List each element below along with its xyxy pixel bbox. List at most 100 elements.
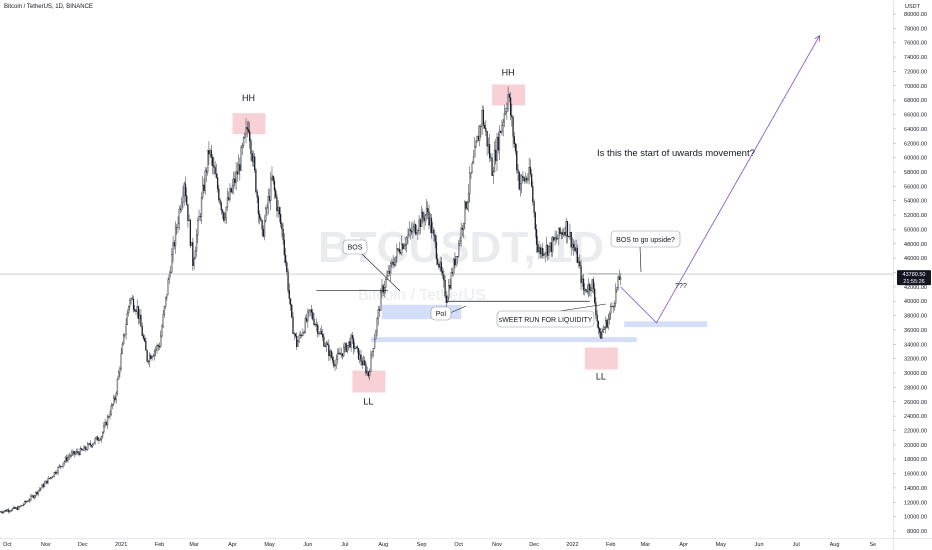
- candle-body: [527, 178, 529, 181]
- candle-body: [618, 276, 621, 280]
- candle-body: [328, 344, 330, 357]
- candle-body: [343, 346, 345, 357]
- candle-body: [83, 446, 85, 451]
- price-tick-label: 70000.00: [904, 84, 927, 90]
- price-tick-label: 8000.00: [907, 529, 927, 535]
- candle-body: [231, 185, 234, 193]
- candle-body: [441, 270, 444, 275]
- price-tick-label: 38000.00: [904, 314, 927, 320]
- candle-body: [438, 264, 440, 268]
- candle-body: [356, 346, 358, 349]
- bos-upside-callout[interactable]: BOS to go upside?: [610, 230, 681, 273]
- candle-body: [246, 127, 248, 130]
- candle-body: [40, 487, 42, 490]
- time-tick-label: Oct: [3, 542, 12, 548]
- candle-body: [104, 421, 106, 427]
- last-price-badge[interactable]: 43780.50 21:55:26: [897, 270, 931, 286]
- candle-body: [215, 173, 217, 178]
- candle-body: [263, 220, 266, 237]
- poi-callout[interactable]: PoI: [430, 305, 467, 321]
- candle-body: [538, 247, 540, 252]
- candle-body: [123, 335, 125, 345]
- price-tick-label: 14000.00: [904, 486, 927, 492]
- candle-body: [340, 353, 342, 355]
- candle-body: [163, 306, 166, 315]
- time-axis[interactable]: Oct Nov Dec 2021 Feb Mar Apr May Jun Jul Aug Sep Oct…: [0, 538, 932, 549]
- candle-body: [313, 318, 315, 325]
- candle-body: [71, 452, 73, 456]
- bos-callout[interactable]: BOS: [342, 239, 401, 292]
- candle-body: [37, 490, 39, 495]
- candle-body: [30, 495, 32, 500]
- candle-body: [258, 213, 261, 219]
- candle-body: [172, 242, 174, 255]
- candle-body: [592, 279, 595, 290]
- candle-body: [543, 254, 545, 256]
- candle-body: [245, 127, 247, 135]
- candle-body: [547, 245, 549, 256]
- candle-body: [401, 243, 403, 254]
- candle-body: [371, 351, 373, 356]
- price-axis-ticks: 80000.00 78000.00 76000.00 74000.00 72000.00…: [893, 12, 927, 535]
- candle-body: [255, 169, 257, 193]
- candle-body: [237, 164, 240, 175]
- projection-target-zone: [624, 321, 708, 328]
- time-tick-label: Mar: [189, 542, 199, 548]
- candle-body: [203, 184, 205, 191]
- candle-body: [336, 352, 339, 360]
- candle-body: [166, 294, 168, 298]
- candle-body: [56, 472, 58, 474]
- candle-body: [359, 354, 361, 360]
- candle-body: [310, 309, 313, 313]
- bos-upside-callout-text: BOS to go upside?: [616, 237, 675, 244]
- candle-body: [596, 314, 598, 322]
- candle-body: [132, 298, 135, 310]
- candle-body: [450, 272, 452, 289]
- candle-body: [307, 311, 309, 322]
- candle-body: [540, 248, 543, 254]
- candle-body: [301, 334, 303, 336]
- projection-path: [620, 35, 821, 324]
- candle-body: [382, 285, 384, 293]
- candle-body: [244, 133, 246, 138]
- price-axis[interactable]: USDT 80000.00 78000.00 76000.00 74000.00 720…: [893, 0, 931, 550]
- price-tick-label: 24000.00: [904, 414, 927, 420]
- candle-body: [10, 510, 12, 512]
- candle-body: [189, 220, 192, 246]
- candle-body: [115, 392, 117, 400]
- candle-body: [121, 343, 124, 354]
- candle-body: [497, 136, 499, 151]
- candle-body: [493, 149, 496, 172]
- candle-body: [373, 339, 376, 349]
- bar-countdown: 21:55:26: [903, 279, 924, 285]
- candle-body: [391, 261, 393, 264]
- candle-body: [348, 341, 350, 346]
- candle-body: [53, 472, 56, 477]
- candle-body: [501, 125, 503, 133]
- candle-body: [298, 335, 300, 342]
- candle-body: [579, 261, 581, 266]
- candle-body: [214, 167, 216, 175]
- candle-body: [589, 283, 591, 291]
- candle-body: [481, 109, 483, 127]
- candle-body: [250, 140, 252, 154]
- candle-body: [514, 143, 517, 152]
- symbol-title[interactable]: Bitcoin / TetherUS, 1D, BINANCE: [4, 4, 93, 10]
- candle-body: [448, 285, 450, 298]
- candle-body: [165, 296, 167, 307]
- candle-body: [174, 227, 177, 247]
- candle-body: [286, 262, 288, 272]
- candle-body: [535, 229, 538, 245]
- candle-body: [385, 279, 387, 288]
- candle-body: [482, 109, 485, 126]
- candle-body: [407, 234, 409, 238]
- candle-body: [559, 227, 561, 234]
- sweet-run-callout[interactable]: sWEET RUN FOR LIQUIDITY: [496, 303, 607, 328]
- candle-body: [383, 287, 386, 293]
- candle-body: [411, 230, 413, 233]
- price-tick-label: 40000.00: [904, 299, 927, 305]
- candle-body: [62, 463, 64, 467]
- candle-body: [184, 183, 187, 196]
